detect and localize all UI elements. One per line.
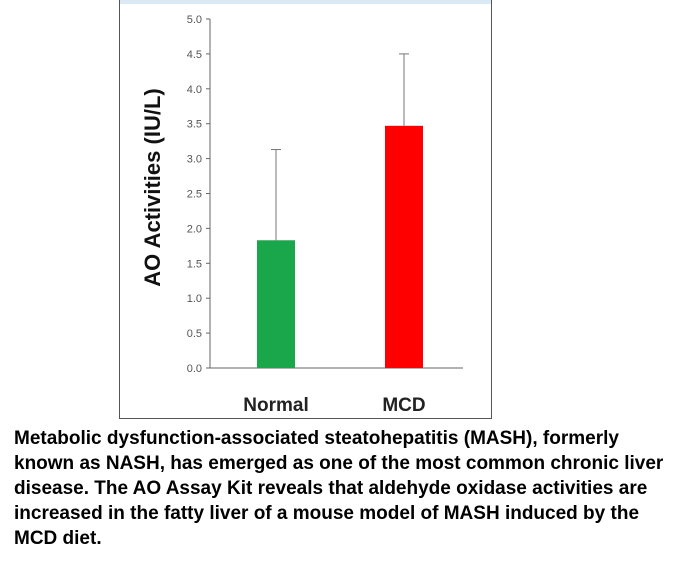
bar-mcd <box>385 125 423 368</box>
category-labels: Normal MCD <box>243 395 425 416</box>
bar-normal <box>257 240 295 368</box>
figure-top-strip <box>120 0 491 4</box>
y-tick-label: 5.0 <box>187 14 202 26</box>
y-tick-label: 3.5 <box>187 119 202 131</box>
y-tick-label: 4.5 <box>187 49 202 61</box>
y-axis-title: AO Activities (IU/L) <box>140 88 165 286</box>
x-category-label: Normal <box>243 395 308 416</box>
y-tick-label: 0.5 <box>187 328 202 340</box>
y-tick-label: 3.0 <box>187 154 202 166</box>
error-bars <box>271 53 409 241</box>
bars <box>257 125 423 368</box>
y-tick-label: 1.0 <box>187 293 202 305</box>
y-tick-label: 2.0 <box>187 223 202 235</box>
y-tick-label: 0.0 <box>187 363 202 375</box>
chart-figure: 0.0 0.5 1.0 1.5 2.0 2.5 3.0 3.5 4.0 4.5 5.0 Normal… <box>119 0 492 419</box>
bar-chart: 0.0 0.5 1.0 1.5 2.0 2.5 3.0 3.5 4.0 4.5 5.0 Normal… <box>140 14 463 416</box>
x-category-label: MCD <box>382 395 425 416</box>
y-tick-label: 4.0 <box>187 84 202 96</box>
y-axis: 0.0 0.5 1.0 1.5 2.0 2.5 3.0 3.5 4.0 4.5 5.0 <box>187 14 463 375</box>
y-tick-label: 1.5 <box>187 258 202 270</box>
y-tick-label: 2.5 <box>187 189 202 201</box>
figure-caption: Metabolic dysfunction-associated steatoh… <box>14 428 664 549</box>
